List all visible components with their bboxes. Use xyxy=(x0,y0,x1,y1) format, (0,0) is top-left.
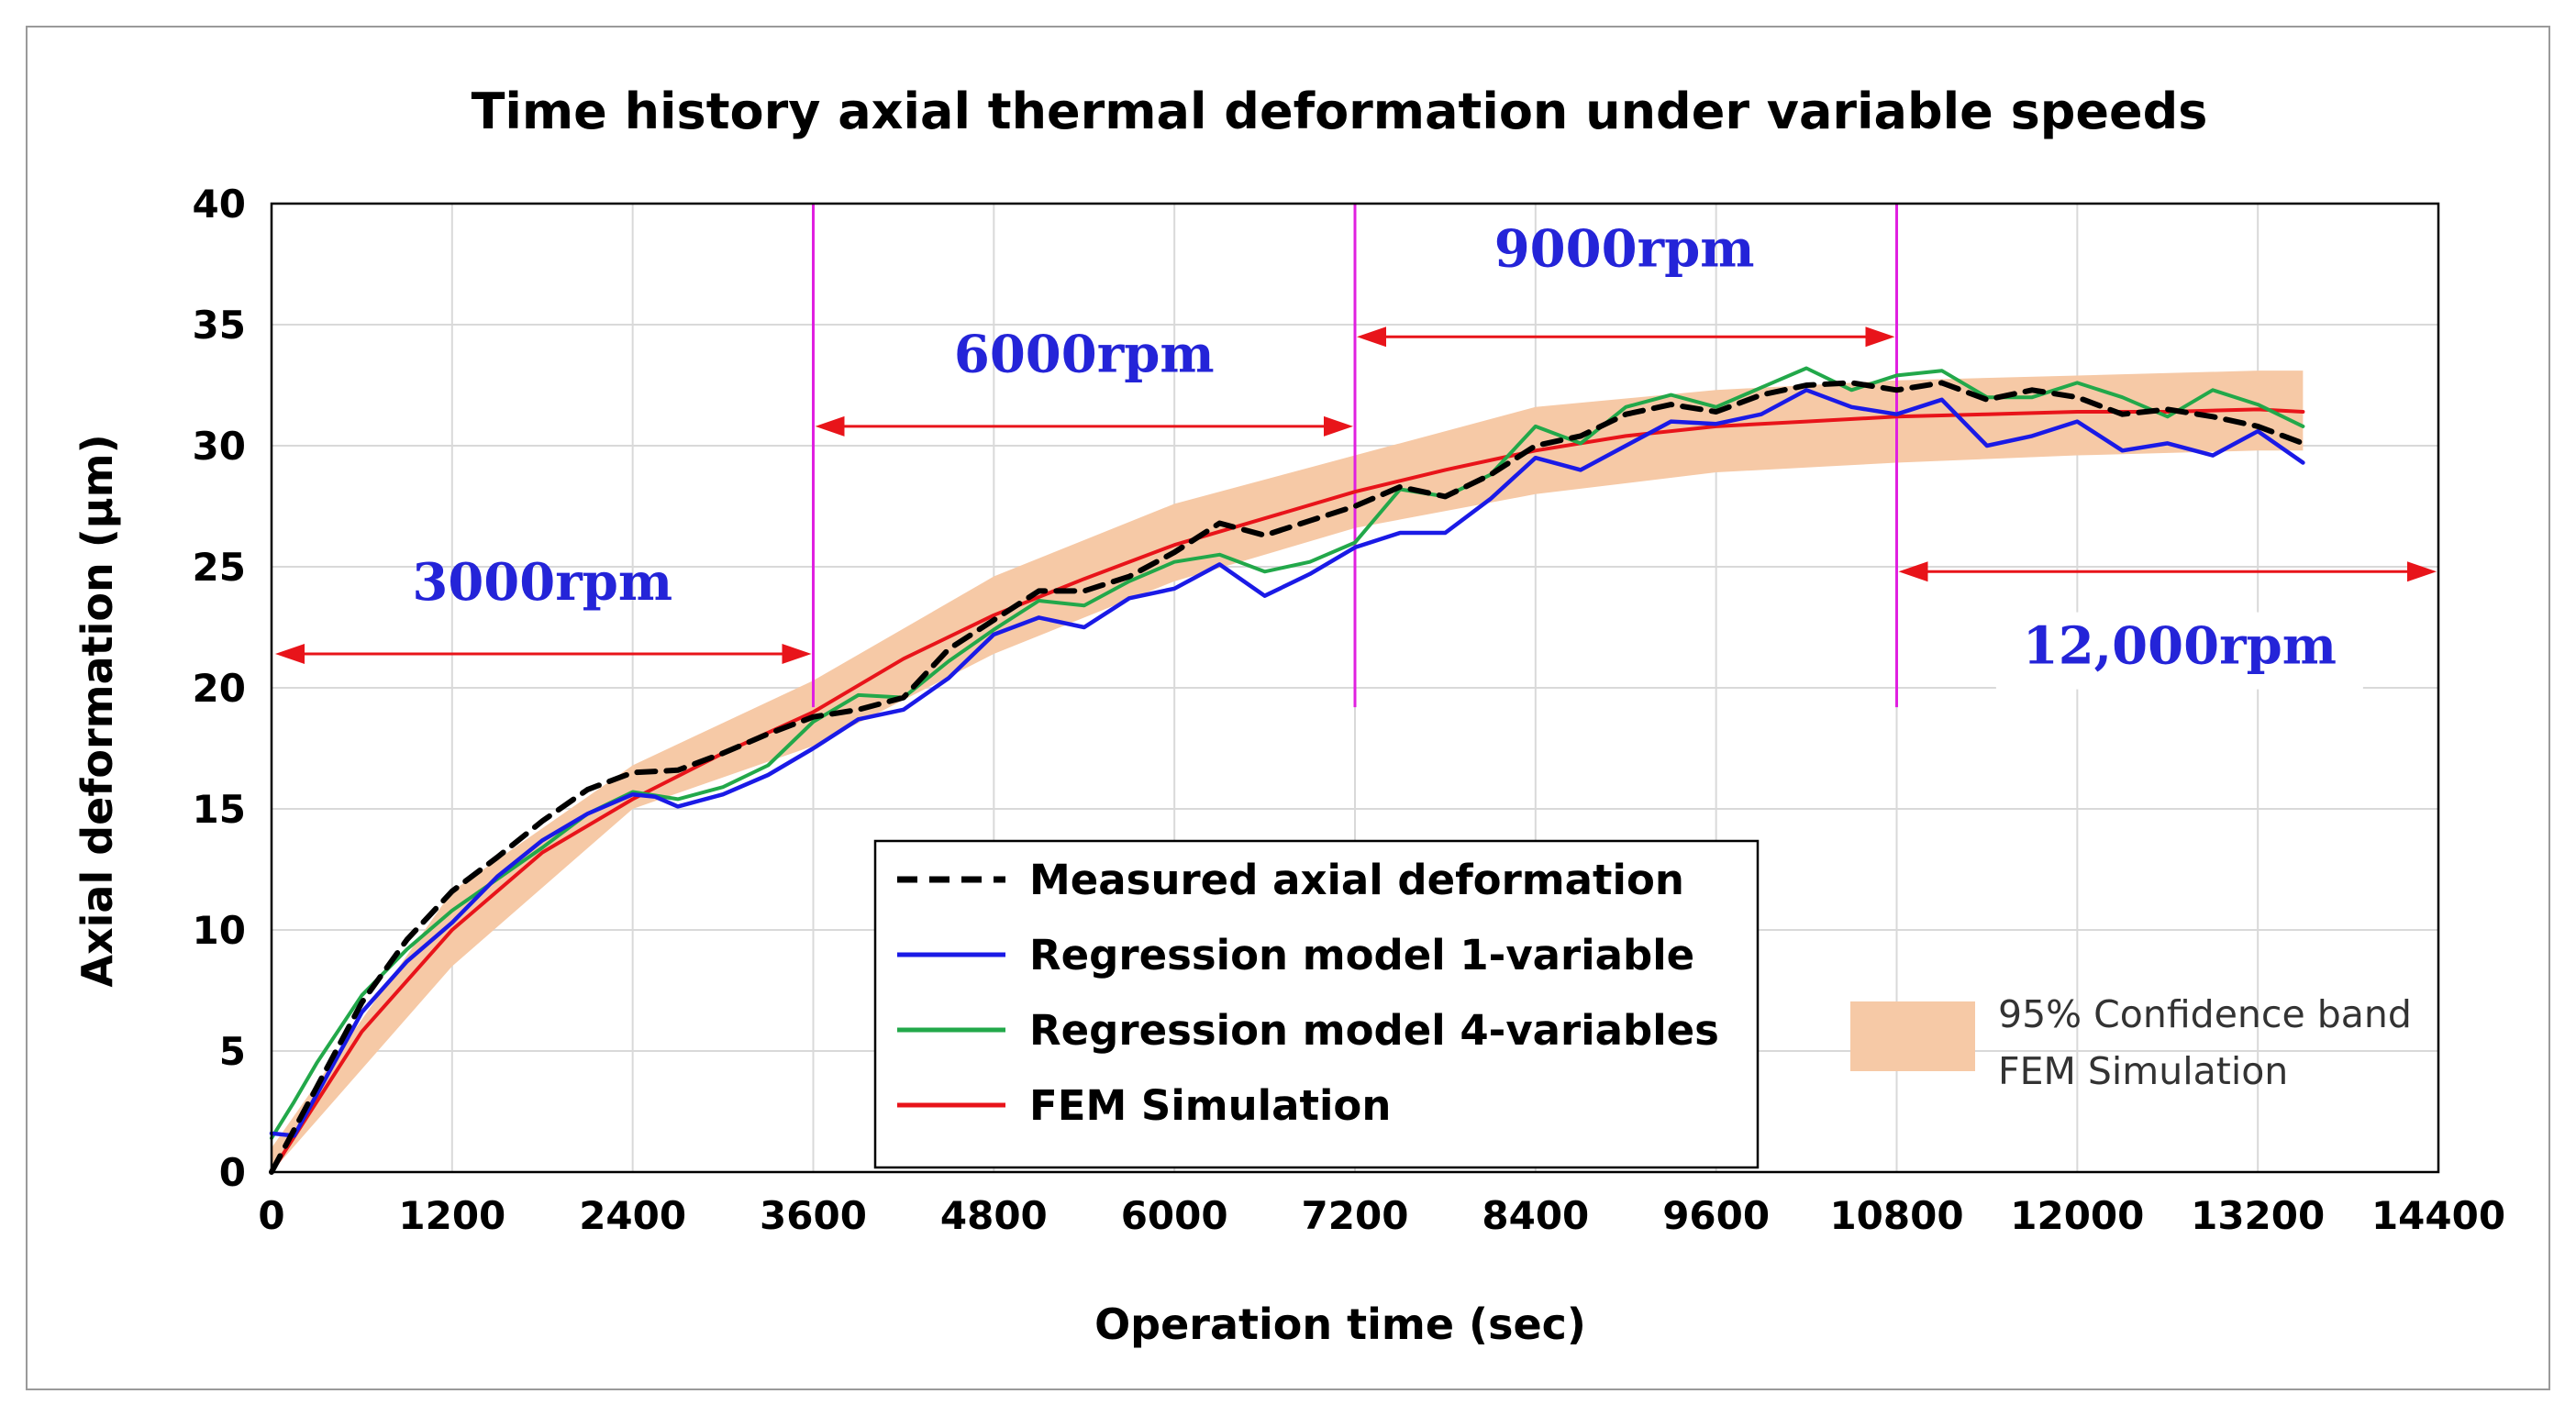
y-tick-label: 40 xyxy=(193,182,246,227)
x-tick-label: 13200 xyxy=(2191,1193,2325,1238)
band-legend-swatch xyxy=(1850,1001,1975,1071)
speed-arrowhead-right xyxy=(1865,326,1895,348)
x-tick-label: 6000 xyxy=(1121,1193,1228,1238)
series-layer xyxy=(269,366,2306,1175)
chart: 0 1200 2400 3600 4800 6000 7200 8400 9600 10800 12… xyxy=(72,83,2506,1349)
speed-label: 9000rpm xyxy=(1494,219,1755,280)
legend: Measured axial deformation Regression mo… xyxy=(873,839,1760,1169)
y-tick-label: 20 xyxy=(193,666,246,711)
tick-labels: 0 1200 2400 3600 4800 6000 7200 8400 9600 10800 12… xyxy=(193,182,2506,1238)
x-axis-title: Operation time (sec) xyxy=(1094,1300,1586,1349)
x-tick-label: 10800 xyxy=(1829,1193,1963,1238)
speed-label: 12,000rpm xyxy=(2023,616,2337,677)
y-tick-label: 15 xyxy=(193,787,246,832)
band-legend: 95% Confidence band FEM Simulation xyxy=(1850,992,2412,1093)
y-tick-label: 35 xyxy=(193,303,246,348)
series-line-reg4 xyxy=(270,366,2305,1140)
x-tick-label: 2400 xyxy=(579,1193,686,1238)
speed-arrowhead-right xyxy=(782,644,812,665)
speed-arrowhead-left xyxy=(1357,326,1386,348)
x-tick-label: 0 xyxy=(258,1193,284,1238)
series-line-measured xyxy=(269,380,2306,1175)
x-tick-label: 7200 xyxy=(1302,1193,1409,1238)
legend-box xyxy=(873,839,1760,1169)
x-tick-label: 8400 xyxy=(1482,1193,1589,1238)
chart-frame: 0 1200 2400 3600 4800 6000 7200 8400 9600 10800 12… xyxy=(26,26,2550,1390)
speed-divider-layer xyxy=(812,204,1898,708)
band-legend-label-line1: 95% Confidence band xyxy=(1998,992,2412,1036)
speed-label: 3000rpm xyxy=(412,552,672,613)
series-line-fem xyxy=(270,407,2305,1174)
speed-label: 6000rpm xyxy=(954,325,1215,385)
legend-label-measured: Measured axial deformation xyxy=(1029,856,1684,904)
y-tick-label: 10 xyxy=(193,908,246,953)
x-tick-label: 4800 xyxy=(940,1193,1048,1238)
speed-arrowhead-left xyxy=(815,415,845,437)
y-tick-label: 30 xyxy=(193,424,246,469)
band-legend-label-line2: FEM Simulation xyxy=(1998,1049,2288,1093)
speed-arrowhead-right xyxy=(1324,415,1353,437)
speed-arrowhead-right xyxy=(2407,561,2437,582)
y-tick-label: 5 xyxy=(219,1029,246,1074)
x-tick-label: 3600 xyxy=(760,1193,867,1238)
x-tick-label: 9600 xyxy=(1662,1193,1770,1238)
speed-annotations: 3000rpm 6000rpm 9000rpm 12,000rpm xyxy=(275,219,2437,690)
x-tick-label: 1200 xyxy=(398,1193,505,1238)
y-tick-label: 0 xyxy=(219,1150,246,1195)
legend-label-reg4: Regression model 4-variables xyxy=(1029,1006,1719,1055)
y-axis-title: Axial deformation (µm) xyxy=(72,434,122,987)
chart-title: Time history axial thermal deformation u… xyxy=(472,83,2208,140)
legend-label-fem: FEM Simulation xyxy=(1029,1081,1391,1130)
plot-area-border xyxy=(270,202,2440,1174)
legend-label-reg1: Regression model 1-variable xyxy=(1029,931,1694,979)
y-tick-label: 25 xyxy=(193,545,246,590)
speed-label-background xyxy=(1995,612,2363,690)
x-tick-label: 12000 xyxy=(2010,1193,2144,1238)
speed-arrowhead-left xyxy=(275,644,305,665)
speed-arrowhead-left xyxy=(1898,561,1928,582)
x-tick-label: 14400 xyxy=(2371,1193,2505,1238)
series-line-reg1 xyxy=(269,388,2305,1138)
